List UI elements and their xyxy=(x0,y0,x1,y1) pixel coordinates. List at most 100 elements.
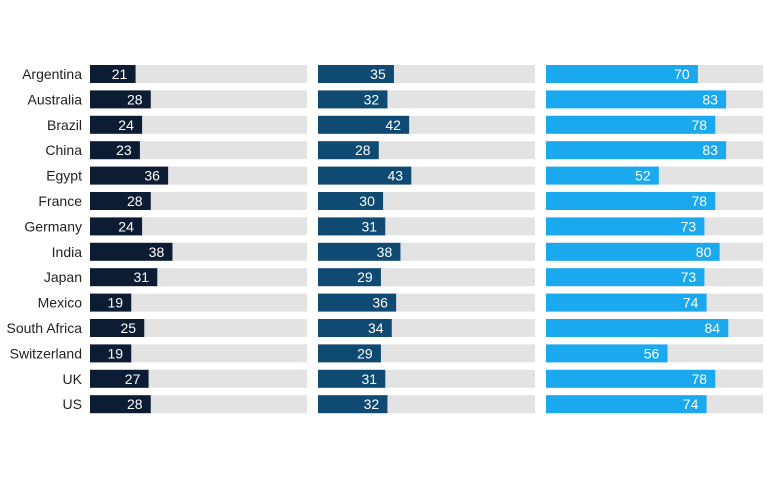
data-label: 31 xyxy=(361,218,377,234)
category-label: Switzerland xyxy=(10,345,82,361)
bar xyxy=(318,217,386,236)
data-label: 29 xyxy=(357,345,373,361)
data-label: 83 xyxy=(702,91,718,107)
bar xyxy=(546,217,705,236)
bar xyxy=(90,115,143,134)
bar xyxy=(90,90,151,109)
bar xyxy=(318,115,410,134)
data-label: 78 xyxy=(691,371,707,387)
bar xyxy=(546,369,716,388)
data-label: 34 xyxy=(368,320,384,336)
category-label: India xyxy=(52,244,83,260)
bar xyxy=(318,293,397,312)
category-label: Argentina xyxy=(22,66,82,82)
bar xyxy=(318,369,386,388)
bar xyxy=(318,268,381,287)
data-label: 19 xyxy=(107,345,123,361)
data-label: 23 xyxy=(116,142,132,158)
bar xyxy=(318,344,381,363)
data-label: 42 xyxy=(385,117,401,133)
bar xyxy=(90,65,136,83)
bar xyxy=(546,65,698,83)
bar xyxy=(90,217,143,236)
bar xyxy=(546,90,727,109)
data-label: 28 xyxy=(355,142,371,158)
data-label: 29 xyxy=(357,269,373,285)
data-label: 74 xyxy=(683,295,699,311)
bar xyxy=(546,115,716,134)
category-label: Brazil xyxy=(47,117,82,133)
bar xyxy=(318,65,394,83)
bar xyxy=(546,141,727,160)
data-label: 35 xyxy=(370,66,386,82)
bar xyxy=(318,395,388,414)
bar xyxy=(90,395,151,414)
data-label: 31 xyxy=(361,371,377,387)
data-label: 83 xyxy=(702,142,718,158)
bar xyxy=(546,166,659,185)
data-label: 36 xyxy=(144,168,160,184)
bar-track xyxy=(90,65,307,83)
category-label: US xyxy=(63,396,82,412)
data-label: 43 xyxy=(388,168,404,184)
bar xyxy=(318,166,412,185)
data-label: 19 xyxy=(107,295,123,311)
bar xyxy=(318,242,401,261)
data-label: 31 xyxy=(133,269,149,285)
data-label: 74 xyxy=(683,396,699,412)
bar xyxy=(318,192,384,210)
data-label: 80 xyxy=(696,244,712,260)
data-label: 32 xyxy=(364,91,380,107)
bar xyxy=(546,268,705,287)
data-label: 28 xyxy=(127,193,143,209)
data-label: 25 xyxy=(120,320,136,336)
category-label: Germany xyxy=(24,218,82,234)
data-label: 38 xyxy=(377,244,393,260)
data-label: 73 xyxy=(681,269,697,285)
bar xyxy=(90,242,173,261)
category-label: South Africa xyxy=(7,320,83,336)
data-label: 28 xyxy=(127,396,143,412)
category-label: Japan xyxy=(44,269,82,285)
series-panel-3: 70 83 78 83 52 78 73 80 73 74 84 56 78 74 xyxy=(546,65,763,414)
data-label: 84 xyxy=(704,320,720,336)
bar xyxy=(546,293,707,312)
bar-track xyxy=(90,293,307,312)
bar xyxy=(90,166,169,185)
bar xyxy=(90,293,132,312)
data-label: 24 xyxy=(118,218,134,234)
bar xyxy=(546,192,716,210)
category-label: Egypt xyxy=(46,168,82,184)
category-labels: Argentina Australia Brazil China Egypt France… xyxy=(7,66,83,412)
category-label: France xyxy=(38,193,82,209)
data-label: 38 xyxy=(149,244,165,260)
bar xyxy=(546,319,729,337)
bar xyxy=(318,90,388,109)
bar xyxy=(90,268,158,287)
bar xyxy=(90,192,151,210)
bar xyxy=(318,319,392,337)
bar-track xyxy=(90,141,307,160)
bar xyxy=(90,141,140,160)
data-label: 78 xyxy=(691,117,707,133)
bar-track xyxy=(90,344,307,363)
bar xyxy=(90,369,149,388)
data-label: 28 xyxy=(127,91,143,107)
data-label: 30 xyxy=(359,193,375,209)
category-label: Australia xyxy=(28,91,83,107)
category-label: UK xyxy=(63,371,83,387)
data-label: 32 xyxy=(364,396,380,412)
category-label: China xyxy=(45,142,82,158)
data-label: 36 xyxy=(372,295,388,311)
category-label: Mexico xyxy=(38,295,83,311)
data-label: 78 xyxy=(691,193,707,209)
bar-track xyxy=(90,217,307,236)
bar-track xyxy=(90,115,307,134)
data-label: 56 xyxy=(644,345,660,361)
bar xyxy=(546,395,707,414)
bar xyxy=(546,344,668,363)
data-label: 24 xyxy=(118,117,134,133)
